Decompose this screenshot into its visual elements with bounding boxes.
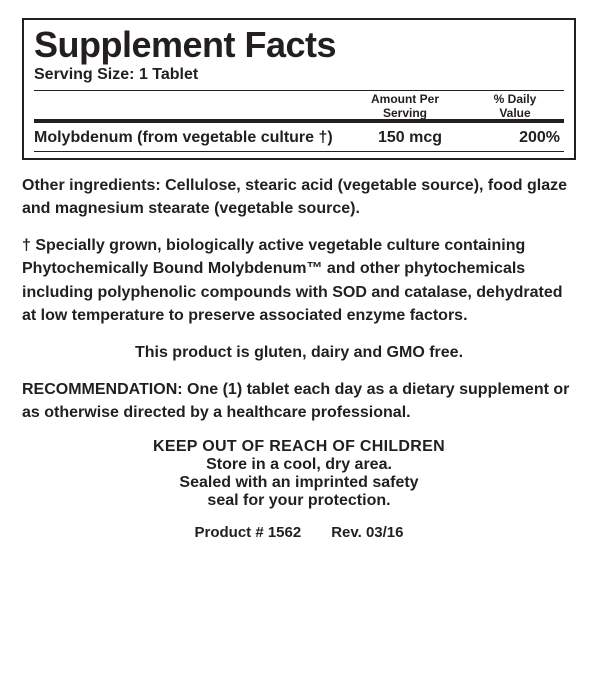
culture-note: † Specially grown, biologically active v… [22,234,576,327]
serving-value: 1 Tablet [139,66,198,83]
header-dv-l2: Value [499,106,530,120]
header-dv-l1: % Daily [494,92,537,106]
storage-2: Sealed with an imprinted safety [22,474,576,492]
header-amount-l1: Amount Per [371,92,439,106]
ingredient-amount: 150 mcg [340,129,480,147]
serving-label: Serving Size: [34,66,134,83]
supplement-facts-box: Supplement Facts Serving Size: 1 Tablet … [22,18,576,160]
header-amount: Amount Per Serving [350,93,460,121]
rule-thin-bottom [34,151,564,152]
free-from: This product is gluten, dairy and GMO fr… [22,341,576,364]
storage-1: Store in a cool, dry area. [22,456,576,474]
storage-3: seal for your protection. [22,492,576,510]
recommendation: RECOMMENDATION: One (1) tablet each day … [22,378,576,424]
ingredient-row: Molybdenum (from vegetable culture †) 15… [34,123,564,151]
header-dv: % Daily Value [472,93,558,121]
warning-keep-out: KEEP OUT OF REACH OF CHILDREN [22,438,576,456]
rule-thin-top [34,90,564,91]
product-footer: Product # 1562 Rev. 03/16 [22,524,576,541]
header-amount-l2: Serving [383,106,427,120]
other-ingredients: Other ingredients: Cellulose, stearic ac… [22,174,576,220]
serving-size: Serving Size: 1 Tablet [34,66,564,84]
ingredient-dv: 200% [480,129,564,147]
facts-title: Supplement Facts [34,26,564,64]
ingredient-name: Molybdenum (from vegetable culture †) [34,129,340,147]
